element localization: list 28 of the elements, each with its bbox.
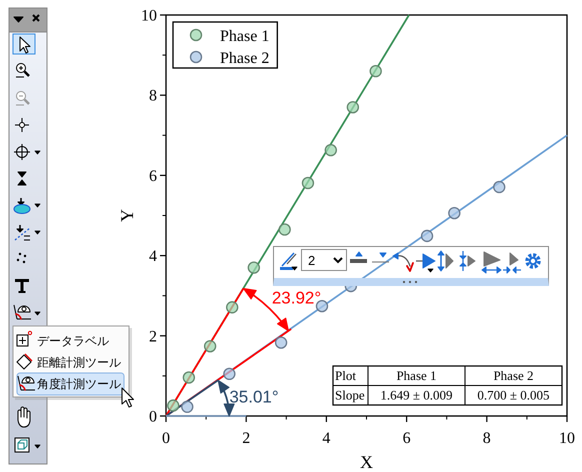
annotation: 35.01° [229, 387, 279, 406]
annotation: Phase 2 [493, 368, 534, 383]
annotation: Plot [335, 368, 356, 383]
x-tick-label: 2 [242, 430, 250, 447]
y-tick-label: 10 [141, 8, 157, 24]
x-tick-label: 0 [162, 430, 170, 447]
x-tick-label: 6 [402, 430, 411, 447]
y-tick-label: 4 [149, 248, 157, 266]
x-tick-label: 4 [322, 430, 330, 447]
legend-label: Phase 2 [220, 50, 270, 67]
line-width-dropdown: 2 [301, 249, 347, 271]
y-tick-label: 6 [149, 168, 157, 185]
y-axis-title: Y [117, 209, 137, 222]
x-tick-label: 10 [559, 430, 575, 447]
y-tick-label: 0 [149, 408, 157, 426]
y-tick-label: 8 [149, 88, 157, 105]
annotation: Slope [335, 388, 365, 402]
annotation: Phase 1 [396, 368, 437, 383]
legend-label: Phase 1 [220, 28, 270, 45]
y-tick-label: 2 [149, 328, 157, 346]
annotation: 23.92° [272, 288, 322, 308]
text: データラベル [37, 334, 109, 348]
x-tick-label: 8 [482, 430, 491, 447]
text: 角度計測ツール [37, 377, 121, 391]
annotation: 0.700 ± 0.005 [477, 388, 550, 402]
annotation: 1.649 ± 0.009 [380, 388, 453, 402]
x-axis-title: X [360, 452, 373, 472]
text: 距離計測ツール [37, 356, 121, 370]
